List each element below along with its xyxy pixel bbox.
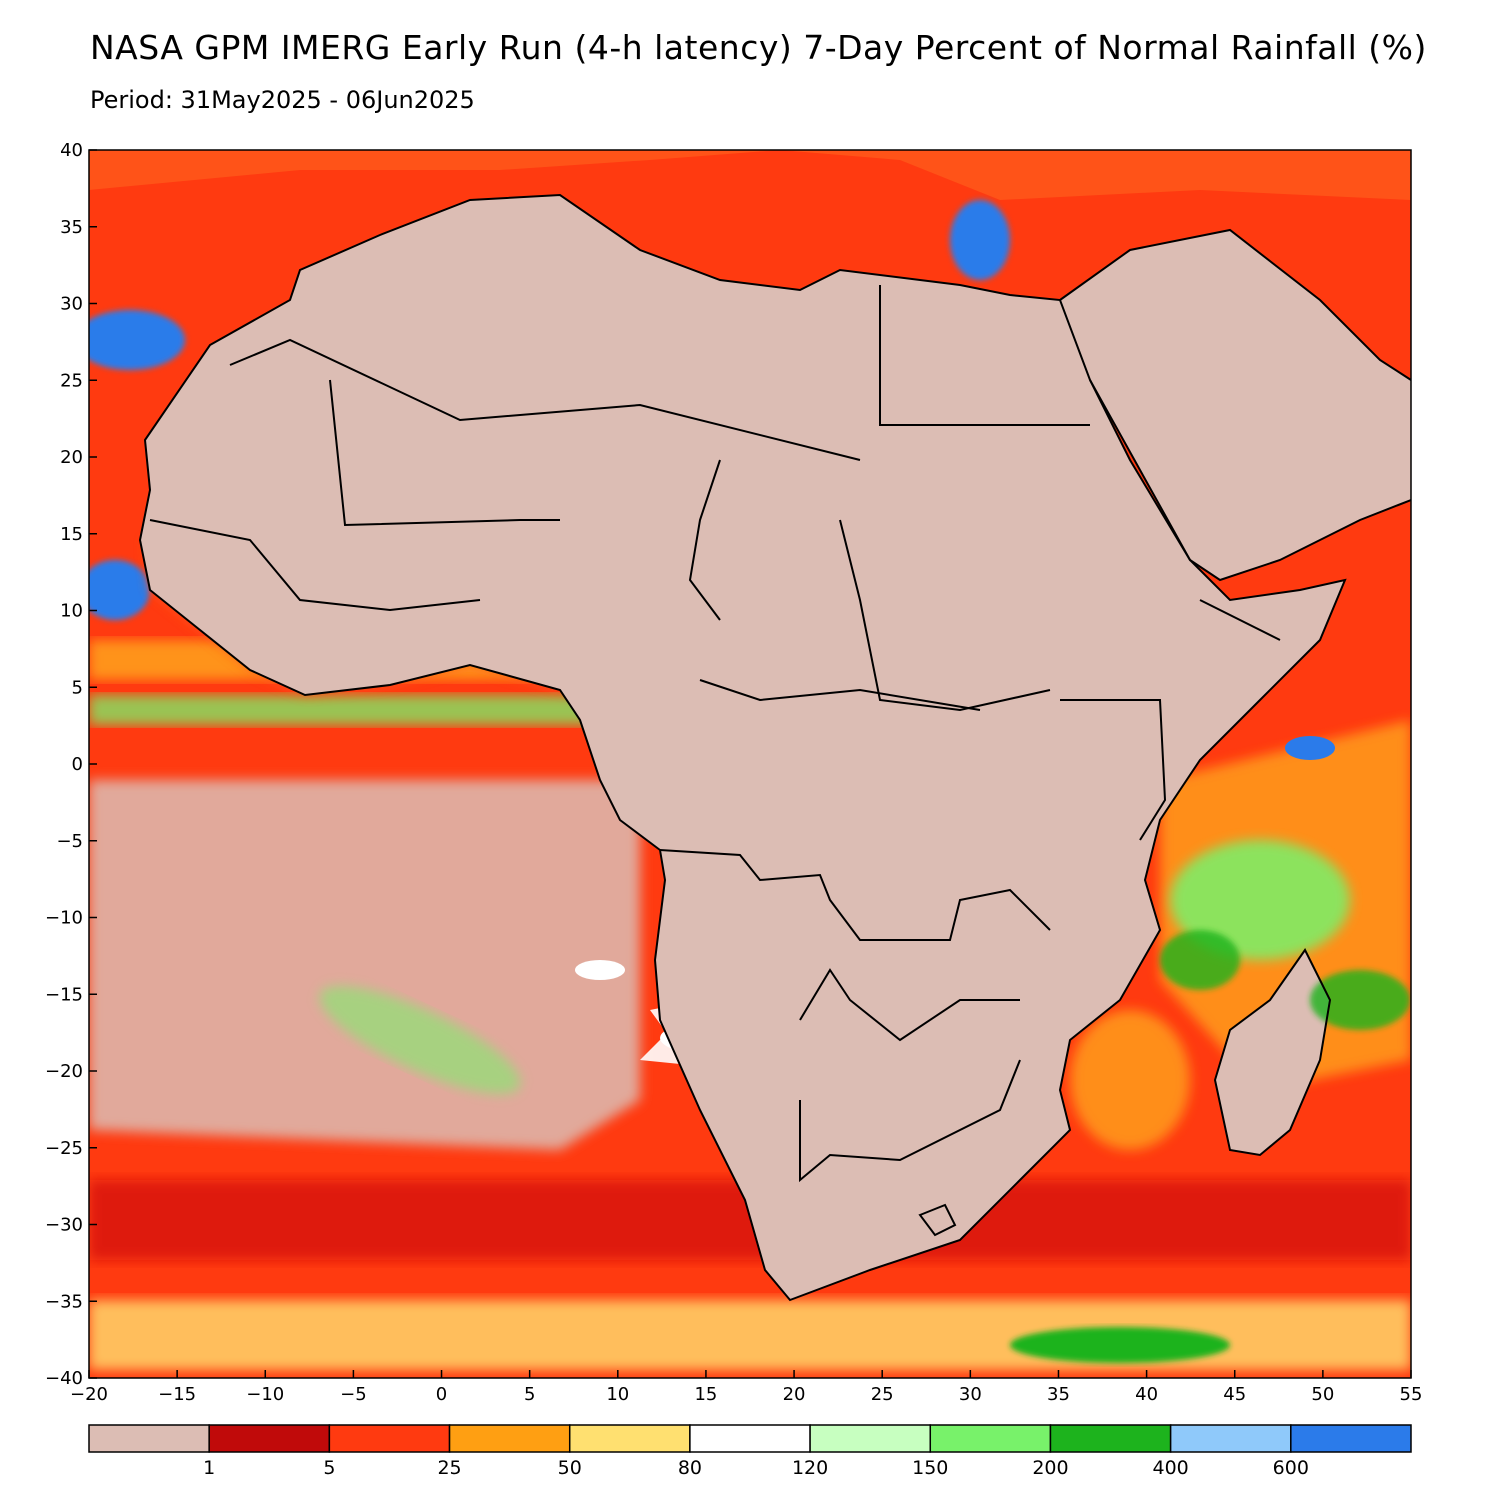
sudan-border <box>839 519 1051 712</box>
y-tick-label: −35 <box>45 1291 83 1312</box>
colorbar-label: 80 <box>678 1457 702 1479</box>
colorbar-label: 1 <box>203 1457 215 1479</box>
colorbar-label: 50 <box>558 1457 582 1479</box>
y-tick-label: −10 <box>45 908 83 929</box>
x-tick-label: −15 <box>158 1384 196 1405</box>
south-atlantic-streak <box>319 986 521 1094</box>
x-tick-label: 5 <box>524 1384 535 1405</box>
lesotho-border <box>918 1203 957 1237</box>
x-tick-label: 0 <box>436 1384 447 1405</box>
x-tick-label: 15 <box>694 1384 717 1405</box>
colorbar-swatch <box>929 1424 1052 1453</box>
gulf-guinea-green <box>89 695 649 725</box>
y-tick-label: −30 <box>45 1215 83 1236</box>
colorbar-swatch <box>448 1424 571 1453</box>
colorbar-label: 150 <box>912 1457 948 1479</box>
mali-mauritania-border <box>329 379 560 527</box>
madagascar-east-green <box>1310 970 1410 1030</box>
y-tick-label: −25 <box>45 1138 83 1159</box>
south-atlantic-dry <box>89 780 640 1150</box>
colorbar-label: 5 <box>323 1457 335 1479</box>
x-tick-label: 25 <box>871 1384 894 1405</box>
y-tick-label: 40 <box>60 140 83 161</box>
southern-ocean-green-patch <box>1010 1327 1230 1363</box>
kenya-somalia-border <box>1060 699 1167 841</box>
atlantic-blue-north <box>89 310 185 370</box>
egypt-blue <box>950 200 1010 280</box>
north-margin <box>89 150 1411 200</box>
y-tick-label: 15 <box>60 524 83 545</box>
atlantic-blue-west <box>89 560 150 620</box>
colorbar: 1 5 25 50 80 120 150 200 400 600 <box>88 1424 1412 1479</box>
y-tick-label: 5 <box>72 677 83 698</box>
sahara-border <box>229 338 861 461</box>
chart-title: NASA GPM IMERG Early Run (4-h latency) 7… <box>90 28 1427 67</box>
colorbar-swatch <box>1169 1424 1292 1453</box>
x-tick-label: 30 <box>959 1384 982 1405</box>
botswana-border <box>799 1059 1021 1183</box>
y-tick-label: −5 <box>56 831 83 852</box>
arabia-north-coast <box>1059 228 1411 381</box>
y-tick-label: −15 <box>45 984 83 1005</box>
x-tick-label: 40 <box>1135 1384 1158 1405</box>
drc-south-border <box>659 849 1051 941</box>
arabia-south-coast <box>1089 379 1411 582</box>
zambia-border <box>799 968 1020 1042</box>
chad-niger-border <box>688 459 721 621</box>
x-tick-label: 35 <box>1047 1384 1070 1405</box>
x-tick-label: −10 <box>246 1384 284 1405</box>
arabia-landmass <box>1060 230 1411 580</box>
y-tick-label: 0 <box>72 754 83 775</box>
colorbar-swatch <box>689 1424 811 1453</box>
colorbar-swatch <box>809 1424 932 1453</box>
colorbar-swatch <box>88 1424 210 1453</box>
indian-ocean-blue <box>1285 736 1335 760</box>
madagascar-coastline <box>1213 948 1332 1157</box>
colorbar-label: 120 <box>792 1457 828 1479</box>
y-tick-label: 20 <box>60 447 83 468</box>
colorbar-label: 200 <box>1032 1457 1068 1479</box>
egypt-libya-border <box>879 285 1090 426</box>
x-tick-label: 10 <box>606 1384 629 1405</box>
colorbar-label: 400 <box>1153 1457 1189 1479</box>
colorbar-swatch <box>208 1424 331 1453</box>
colorbar-swatch <box>328 1424 451 1453</box>
y-tick-label: 10 <box>60 601 83 622</box>
indian-ocean-green <box>1170 840 1350 960</box>
y-tick-label: −20 <box>45 1061 83 1082</box>
colorbar-swatch <box>1049 1424 1172 1453</box>
x-tick-label: 55 <box>1400 1384 1423 1405</box>
colorbar-label: 25 <box>437 1457 461 1479</box>
somalia-ethiopia-border <box>1199 599 1281 641</box>
colorbar-swatch <box>568 1424 691 1453</box>
axis-ticks: −20 −15 −10 −5 0 5 10 15 20 25 30 35 40 45 50 554035302… <box>45 140 1422 1405</box>
west-africa-borders <box>149 519 481 612</box>
chart-subtitle: Period: 31May2025 - 06Jun2025 <box>90 86 475 114</box>
x-tick-label: 20 <box>783 1384 806 1405</box>
x-tick-label: −20 <box>70 1384 108 1405</box>
coastlines <box>139 194 1411 1301</box>
y-tick-label: −40 <box>45 1368 83 1389</box>
car-border <box>699 679 981 711</box>
y-tick-label: 25 <box>60 370 83 391</box>
y-tick-label: 30 <box>60 294 83 315</box>
southern-ocean-light-band <box>89 1300 1411 1370</box>
coast-white <box>575 960 625 980</box>
y-tick-label: 35 <box>60 217 83 238</box>
comoros-green <box>1160 930 1240 990</box>
colorbar-label: 600 <box>1273 1457 1309 1479</box>
colorbar-swatch <box>1290 1424 1412 1453</box>
x-tick-label: 45 <box>1223 1384 1246 1405</box>
x-tick-label: −5 <box>340 1384 367 1405</box>
x-tick-label: 50 <box>1311 1384 1334 1405</box>
mozambique-channel-orange <box>1070 1010 1190 1150</box>
